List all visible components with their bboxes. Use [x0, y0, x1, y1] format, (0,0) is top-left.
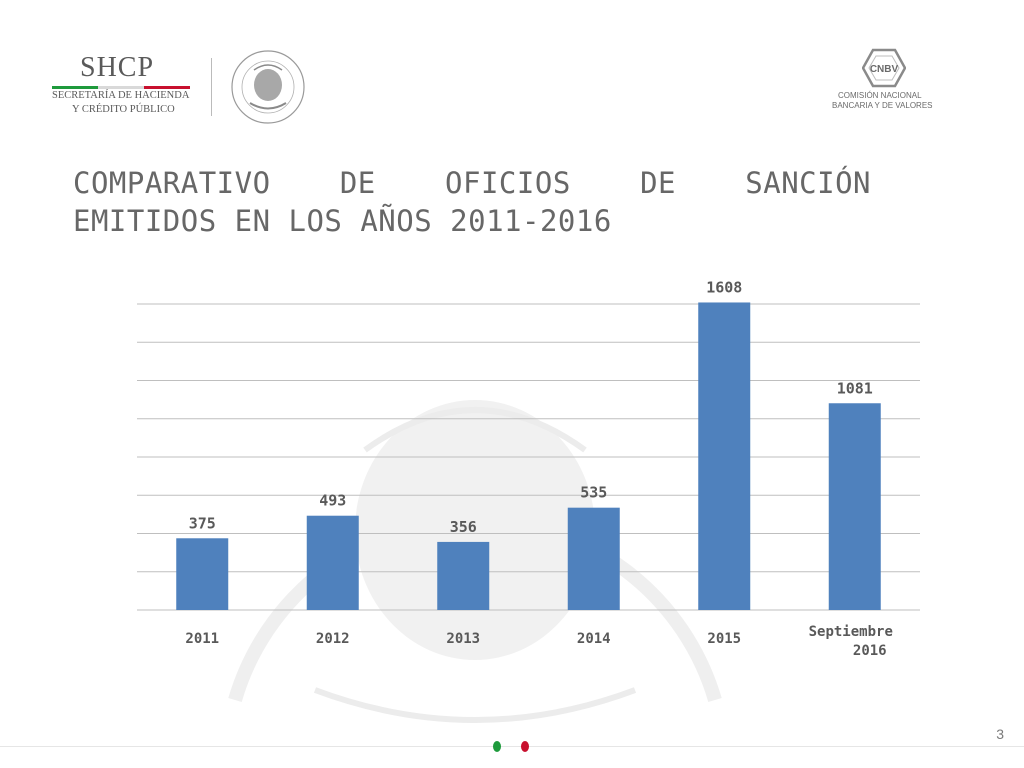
national-seal-icon — [231, 50, 305, 124]
shcp-tricolor-line — [52, 86, 190, 89]
bar-2011 — [176, 538, 229, 610]
category-label: 2014 — [577, 631, 611, 647]
bar-2013 — [437, 541, 490, 610]
title-line-1: COMPARATIVO DE OFICIOS DE SANCIÓN — [73, 166, 871, 200]
header-divider — [211, 58, 212, 116]
category-label: Septiembre 2016 — [809, 624, 893, 659]
shcp-logo-text: SHCP — [80, 52, 155, 83]
data-label: 1608 — [706, 278, 742, 296]
data-label: 535 — [580, 484, 607, 502]
shcp-logo-subtitle-2: Y CRÉDITO PÚBLICO — [72, 104, 175, 115]
category-label: 2012 — [316, 631, 350, 647]
category-label: 2015 — [707, 631, 741, 647]
data-label: 1081 — [837, 379, 873, 397]
category-labels: 2011 2012 2013 2014 2015 Septiembre 2016 — [185, 624, 893, 659]
bar-2012 — [306, 515, 359, 610]
title-line-2: EMITIDOS EN LOS AÑOS 2011-2016 — [73, 204, 612, 238]
data-labels: 375 493 356 535 1608 1081 — [189, 278, 873, 535]
cnbv-logo-text: CNBV — [870, 64, 899, 75]
data-label: 493 — [319, 492, 346, 510]
category-label: 2011 — [185, 631, 219, 647]
shcp-logo: SHCP SECRETARÍA DE HACIENDA Y CRÉDITO PÚ… — [52, 52, 197, 122]
shcp-logo-subtitle-1: SECRETARÍA DE HACIENDA — [52, 90, 190, 101]
data-label: 356 — [450, 518, 477, 536]
bar-septiembre-2016 — [828, 403, 881, 610]
bar-2015 — [698, 302, 751, 610]
red-dot — [521, 741, 529, 752]
bar-2014 — [567, 507, 620, 610]
page-number: 3 — [996, 726, 1004, 742]
cnbv-logo: CNBV COMISIÓN NACIONAL BANCARIA Y DE VAL… — [826, 48, 946, 118]
green-dot — [493, 741, 501, 752]
grid-lines — [137, 303, 920, 611]
category-label: 2013 — [446, 631, 480, 647]
footer-line — [0, 746, 1024, 747]
cnbv-hexagon-icon: CNBV — [862, 48, 906, 88]
page-title: COMPARATIVO DE OFICIOS DE SANCIÓN EMITID… — [73, 164, 871, 240]
data-label: 375 — [189, 514, 216, 532]
cnbv-line-1: COMISIÓN NACIONAL — [838, 91, 922, 100]
bars — [176, 302, 881, 610]
cnbv-line-2: BANCARIA Y DE VALORES — [832, 101, 933, 110]
